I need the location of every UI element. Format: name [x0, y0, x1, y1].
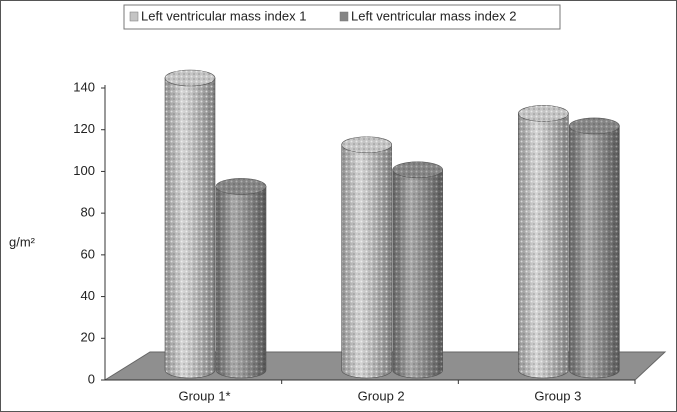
bar-texture	[215, 186, 267, 379]
y-tick-label: 40	[81, 288, 95, 303]
y-tick-label: 60	[81, 246, 95, 261]
bar-texture	[518, 113, 569, 379]
bar-top-texture	[569, 117, 620, 134]
bar	[215, 178, 267, 379]
y-axis-label: g/m²	[9, 234, 36, 249]
bar-top-texture	[518, 105, 569, 122]
bar	[569, 117, 620, 379]
y-tick-label: 0	[88, 371, 95, 386]
bar	[518, 105, 569, 379]
bar-texture	[164, 77, 216, 379]
x-tick-label: Group 2	[358, 388, 405, 403]
x-tick-label: Group 1*	[178, 388, 230, 403]
legend-label: Left ventricular mass index 2	[351, 8, 516, 23]
y-tick-label: 140	[73, 79, 95, 94]
bar-top-texture	[392, 161, 443, 178]
y-tick-label: 100	[73, 163, 95, 178]
legend-box	[123, 4, 561, 30]
bar-top-texture	[341, 136, 392, 153]
y-tick-label: 20	[81, 330, 95, 345]
y-tick-label: 120	[73, 121, 95, 136]
bar	[341, 136, 392, 379]
y-tick-label: 80	[81, 205, 95, 220]
bar-texture	[392, 169, 443, 379]
bar-top-texture	[165, 70, 215, 86]
bar-top-texture	[216, 178, 266, 195]
legend-swatch	[129, 11, 139, 22]
x-tick-label: Group 3	[534, 388, 581, 403]
bar	[164, 69, 216, 379]
legend-swatch	[339, 11, 349, 22]
bar-texture	[569, 125, 620, 379]
bar-texture	[341, 144, 392, 379]
legend-label: Left ventricular mass index 1	[141, 8, 306, 23]
bar	[392, 161, 443, 379]
